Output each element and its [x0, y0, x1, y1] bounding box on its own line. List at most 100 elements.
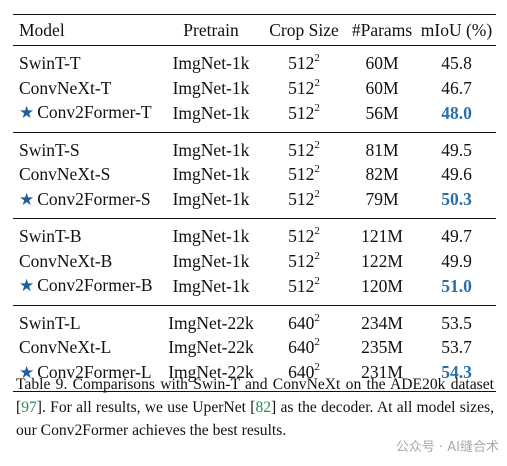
table-header-row: Model Pretrain Crop Size #Params mIoU (%…: [13, 14, 496, 46]
cell-model: ConvNeXt-S: [13, 162, 161, 187]
model-name: Conv2Former-T: [37, 102, 152, 122]
cell-model: ★ Conv2Former-T: [13, 100, 161, 132]
cell-pretrain: ImgNet-1k: [172, 164, 250, 184]
caption-text-1: Table 9. Comparisons with Swin-T and Con…: [16, 376, 494, 416]
table-row: SwinT-T ImgNet-1k 5122 60M 45.8: [13, 46, 496, 76]
cell-model: ConvNeXt-T: [13, 76, 161, 101]
table-row: ★ Conv2Former-S ImgNet-1k 5122 79M 50.3: [13, 187, 496, 219]
crop-exponent: 2: [314, 188, 320, 201]
table-row: ConvNeXt-S ImgNet-1k 5122 82M 49.6: [13, 162, 496, 187]
crop-base: 512: [288, 275, 315, 296]
cell-miou: 48.0: [441, 102, 472, 123]
cell-pretrain: ImgNet-1k: [172, 189, 250, 209]
crop-exponent: 2: [314, 76, 320, 89]
crop-exponent: 2: [314, 274, 320, 287]
header-pretrain: Pretrain: [183, 20, 239, 40]
cell-crop-size: 5122: [261, 187, 347, 219]
crop-exponent: 2: [314, 52, 320, 65]
table-row: SwinT-L ImgNet-22k 6402 234M 53.5: [13, 305, 496, 335]
cell-pretrain: ImgNet-1k: [172, 139, 250, 160]
cell-miou: 49.6: [441, 164, 472, 184]
cell-miou: 49.9: [441, 250, 472, 271]
header-crop-size: Crop Size: [269, 20, 339, 40]
cell-miou: 45.8: [441, 53, 472, 73]
cell-model: SwinT-L: [13, 305, 161, 335]
header-miou: mIoU (%): [420, 20, 493, 40]
star-icon: ★: [19, 189, 35, 209]
cell-params: 121M: [361, 226, 403, 246]
cell-crop-size: 5122: [261, 100, 347, 132]
model-name: SwinT-T: [19, 53, 81, 73]
table-row: ConvNeXt-B ImgNet-1k 5122 122M 49.9: [13, 249, 496, 274]
cell-pretrain: ImgNet-22k: [168, 337, 254, 357]
caption-text-3: ] as the decoder. At all model sizes, ou…: [16, 399, 494, 439]
crop-exponent: 2: [314, 163, 320, 176]
cell-crop-size: 6402: [261, 305, 347, 335]
crop-base: 512: [288, 77, 315, 98]
star-icon: ★: [19, 103, 35, 122]
cell-params: 82M: [365, 164, 399, 184]
crop-base: 512: [288, 139, 315, 160]
cell-params: 81M: [365, 139, 399, 160]
citation-link[interactable]: 97: [21, 399, 37, 416]
header-model: Model: [19, 20, 65, 40]
cell-pretrain: ImgNet-22k: [168, 362, 254, 382]
cell-miou: 49.7: [441, 226, 472, 246]
table-caption: Table 9. Comparisons with Swin-T and Con…: [16, 373, 494, 442]
cell-model: SwinT-S: [13, 132, 161, 162]
crop-base: 512: [288, 189, 315, 209]
table-group-base: SwinT-B ImgNet-1k 5122 121M 49.7 ConvNeXt-B Im…: [13, 219, 496, 305]
cell-miou: 46.7: [441, 77, 472, 98]
cell-model: ★ Conv2Former-S: [13, 187, 161, 219]
results-table: Model Pretrain Crop Size #Params mIoU (%…: [13, 14, 496, 392]
crop-base: 512: [288, 226, 315, 246]
cell-crop-size: 5122: [261, 219, 347, 249]
model-name: SwinT-L: [19, 312, 81, 333]
crop-exponent: 2: [314, 361, 320, 374]
model-name: ConvNeXt-B: [19, 250, 113, 271]
cell-params: 235M: [361, 337, 403, 357]
crop-base: 640: [288, 312, 315, 333]
citation-link[interactable]: 82: [255, 399, 272, 416]
table-row: ConvNeXt-T ImgNet-1k 5122 60M 46.7: [13, 76, 496, 101]
model-name: ConvNeXt-T: [19, 77, 112, 98]
cell-crop-size: 6402: [261, 335, 347, 360]
watermark: 公众号 · AI缝合术: [395, 440, 499, 455]
cell-params: 234M: [361, 312, 403, 333]
cell-pretrain: ImgNet-1k: [172, 102, 250, 123]
model-name: SwinT-B: [19, 226, 82, 246]
cell-crop-size: 5122: [261, 273, 347, 305]
cell-model: ★ Conv2Former-B: [13, 273, 161, 305]
model-name: ConvNeXt-S: [19, 164, 111, 184]
crop-exponent: 2: [314, 225, 320, 238]
model-name: SwinT-S: [19, 139, 80, 160]
cell-miou: 51.0: [441, 275, 472, 296]
cell-pretrain: ImgNet-1k: [172, 53, 250, 73]
table-group-tiny: SwinT-T ImgNet-1k 5122 60M 45.8 ConvNeXt-T Img…: [13, 46, 496, 132]
model-name: Conv2Former-B: [37, 275, 153, 295]
cell-params: 231M: [361, 362, 403, 382]
cell-crop-size: 5122: [261, 162, 347, 187]
cell-crop-size: 5122: [261, 132, 347, 162]
crop-exponent: 2: [314, 249, 320, 262]
cell-params: 60M: [365, 77, 399, 98]
cell-crop-size: 5122: [261, 76, 347, 101]
header-params: #Params: [351, 20, 413, 40]
crop-base: 512: [288, 164, 315, 184]
table-row: ★ Conv2Former-B ImgNet-1k 5122 120M 51.0: [13, 273, 496, 305]
cell-params: 79M: [365, 189, 399, 209]
table-row: SwinT-B ImgNet-1k 5122 121M 49.7: [13, 219, 496, 249]
cell-params: 120M: [361, 275, 403, 296]
crop-base: 640: [288, 362, 315, 382]
crop-exponent: 2: [314, 336, 320, 349]
table-row: ★ Conv2Former-T ImgNet-1k 5122 56M 48.0: [13, 100, 496, 132]
table-group-small: SwinT-S ImgNet-1k 5122 81M 49.5 ConvNeXt-S Img…: [13, 132, 496, 219]
cell-params: 56M: [365, 102, 399, 123]
table-row: ConvNeXt-L ImgNet-22k 6402 235M 53.7: [13, 335, 496, 360]
cell-pretrain: ImgNet-1k: [172, 226, 250, 246]
crop-exponent: 2: [314, 101, 320, 114]
cell-miou: 53.7: [441, 337, 472, 357]
model-name: Conv2Former-S: [37, 188, 151, 209]
star-icon: ★: [19, 276, 35, 295]
cell-params: 60M: [365, 53, 399, 73]
